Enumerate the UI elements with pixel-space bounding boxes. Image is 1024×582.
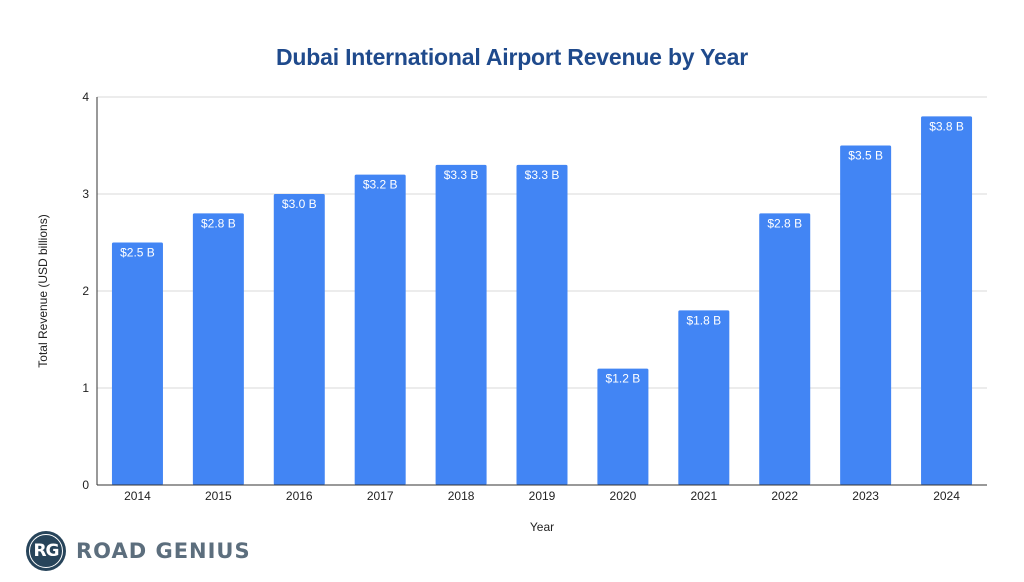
x-tick-label: 2023	[852, 489, 879, 503]
data-label: $2.5 B	[120, 246, 155, 260]
x-tick-label: 2022	[771, 489, 798, 503]
x-tick-label: 2021	[690, 489, 717, 503]
data-label: $3.3 B	[525, 168, 560, 182]
x-axis-title: Year	[530, 520, 554, 534]
x-tick-label: 2017	[367, 489, 394, 503]
data-label: $2.8 B	[201, 216, 236, 230]
y-tick-label: 4	[82, 90, 89, 104]
bar	[273, 194, 325, 485]
data-label: $3.0 B	[282, 197, 317, 211]
road-genius-logo: RG ROAD GENIUS	[26, 531, 251, 571]
bar	[192, 213, 244, 485]
data-label: $3.3 B	[444, 168, 479, 182]
bar	[678, 310, 730, 485]
x-tick-label: 2020	[610, 489, 637, 503]
bar	[840, 145, 892, 485]
bar	[921, 116, 973, 486]
logo-initials: RG	[33, 541, 59, 561]
x-tick-label: 2019	[529, 489, 556, 503]
axes: 0 1 2 3 4 2014 2015 2016 2017 2018 2019 2020 2021 202…	[82, 90, 987, 503]
x-tick-label: 2014	[124, 489, 151, 503]
bar	[354, 174, 406, 485]
data-label: $3.2 B	[363, 178, 398, 192]
data-label: $1.8 B	[686, 313, 721, 327]
data-label: $1.2 B	[606, 372, 641, 386]
x-tick-label: 2015	[205, 489, 232, 503]
x-tick-label: 2016	[286, 489, 313, 503]
bar	[435, 164, 487, 485]
data-labels: $2.5 B $2.8 B $3.0 B $3.2 B $3.3 B $3.3 B $1.2…	[120, 119, 964, 385]
x-tick-label: 2024	[933, 489, 960, 503]
data-label: $2.8 B	[767, 216, 802, 230]
data-label: $3.5 B	[848, 149, 883, 163]
data-label: $3.8 B	[929, 119, 964, 133]
bar	[516, 164, 568, 485]
bar	[759, 213, 811, 485]
y-tick-label: 3	[82, 187, 89, 201]
bar	[111, 242, 163, 485]
y-tick-label: 2	[82, 284, 89, 298]
logo-text: ROAD GENIUS	[76, 539, 251, 563]
bars	[111, 116, 973, 486]
x-tick-label: 2018	[448, 489, 475, 503]
y-axis-title: Total Revenue (USD billions)	[36, 214, 50, 367]
y-tick-label: 0	[82, 478, 89, 492]
y-tick-label: 1	[82, 381, 89, 395]
logo-badge-icon: RG	[26, 531, 66, 571]
bar	[597, 368, 649, 485]
chart-title: Dubai International Airport Revenue by Y…	[276, 44, 748, 70]
